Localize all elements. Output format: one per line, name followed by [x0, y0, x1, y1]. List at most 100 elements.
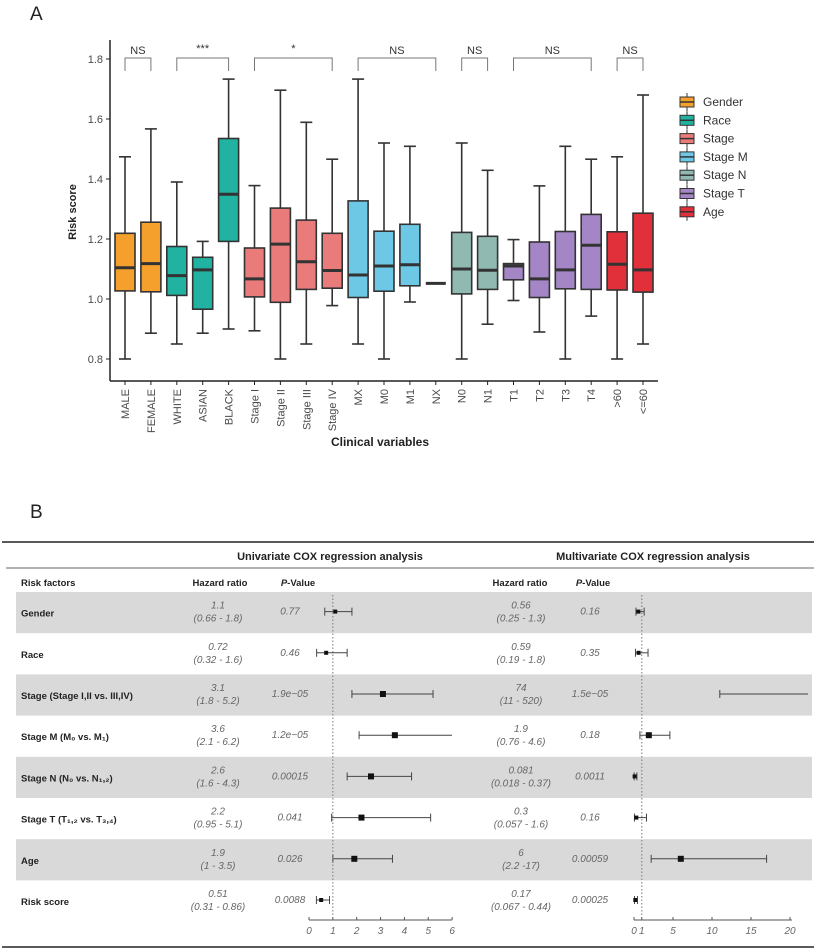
box-MX: MX	[347, 78, 369, 406]
box-FEMALE: FEMALE	[140, 128, 162, 433]
bracket-line	[513, 57, 592, 71]
multivariate-title: Multivariate COX regression analysis	[556, 551, 750, 563]
multi-confidence-interval: (0.76 - 4.6)	[497, 737, 546, 748]
multi-hazard-ratio: 0.081	[508, 765, 533, 776]
table-row: Stage (Stage I,II vs. III,IV) 3.1 (1.8 - 5…	[16, 674, 812, 716]
uni-hazard-ratio: 3.6	[211, 724, 225, 735]
uni-estimate-point	[391, 732, 398, 739]
multi-confidence-interval: (2.2 -17)	[502, 861, 540, 872]
axis-tick-label: 1	[639, 926, 645, 937]
axis-tick-label: 0	[631, 926, 637, 937]
forest-plot-table: Univariate COX regression analysis Multiv…	[2, 541, 814, 948]
multi-confidence-interval: (0.018 - 0.37)	[491, 778, 551, 789]
risk-factor-label: Stage N (N₀ vs. N₁,₂)	[21, 773, 113, 784]
header-risk-factors: Risk factors	[21, 578, 75, 589]
bracket-line	[124, 57, 152, 71]
x-tick-label: ASIAN	[198, 389, 210, 422]
axis-tick-label: 2	[353, 926, 360, 937]
panel-a-label: A	[30, 4, 43, 25]
box-NX: NX	[425, 281, 446, 404]
uni-estimate-point	[319, 898, 324, 902]
significance-bracket: *	[254, 43, 333, 71]
axis-tick-label: 0	[306, 926, 312, 937]
box-iqr	[114, 232, 136, 292]
uni-hazard-ratio: 1.1	[211, 601, 225, 612]
axis-tick-label: 4	[402, 926, 408, 937]
box-N0: N0	[450, 142, 473, 403]
legend-label: Gender	[703, 95, 743, 109]
box-T4: T4	[580, 158, 603, 402]
box-iqr	[295, 219, 318, 291]
table-row: Stage M (M₀ vs. M₁) 3.6 (2.1 - 6.2) 1.2e−05…	[21, 724, 671, 748]
significance-label: ***	[196, 43, 210, 55]
uni-estimate-point	[368, 773, 375, 780]
box-iqr	[580, 213, 603, 291]
multi-estimate-point	[645, 732, 652, 739]
risk-factor-label: Stage M (M₀ vs. M₁)	[21, 732, 109, 743]
multi-confidence-interval: (0.067 - 0.44)	[491, 902, 551, 913]
multi-estimate-point	[677, 855, 684, 862]
multi-hazard-ratio: 0.3	[514, 807, 528, 818]
legend-item: Stage N	[679, 166, 746, 185]
risk-factor-label: Age	[21, 856, 39, 867]
legend-item: Stage M	[679, 147, 748, 166]
p-rest: -Value	[287, 578, 315, 589]
y-tick-label: 1.0	[88, 294, 103, 306]
multi-hazard-ratio: 0.17	[511, 889, 531, 900]
box-iqr	[217, 137, 240, 243]
header-p-value: P-Value	[281, 578, 315, 589]
risk-factor-label: Race	[21, 650, 44, 661]
y-tick-label: 1.8	[88, 54, 103, 66]
x-tick-label: NX	[431, 388, 443, 404]
box-iqr	[632, 212, 654, 293]
table-row: Stage N (N₀ vs. N₁,₂) 2.6 (1.6 - 4.3) 0.000…	[16, 756, 812, 798]
significance-bracket: NS	[513, 45, 592, 71]
multi-confidence-interval: (0.25 - 1.3)	[497, 614, 546, 625]
box-M1: M1	[399, 145, 421, 404]
significance-label: NS	[130, 45, 145, 57]
legend-label: Stage N	[703, 168, 746, 182]
x-tick-label: <=60	[638, 389, 650, 414]
multi-p-value: 0.16	[580, 813, 600, 824]
bracket-line	[254, 57, 333, 71]
box-iqr	[399, 223, 421, 287]
legend-item: Race	[679, 111, 731, 130]
uni-estimate-point	[324, 650, 329, 655]
box-Stage II: Stage II	[269, 89, 292, 427]
box-iqr	[502, 262, 525, 281]
uni-estimate-point	[358, 814, 365, 821]
y-tick-label: 1.2	[88, 234, 103, 246]
p-rest: -Value	[582, 578, 610, 589]
uni-confidence-interval: (1.8 - 5.2)	[196, 696, 239, 707]
table-row: Gender 1.1 (0.66 - 1.8) 0.77 0.56 (0.25 - 1.3…	[16, 592, 812, 634]
uni-hazard-ratio: 2.2	[210, 807, 225, 818]
uni-estimate-point	[351, 855, 358, 862]
box-iqr	[606, 231, 628, 291]
axis-tick-label: 20	[783, 926, 796, 937]
x-tick-label: Stage III	[301, 389, 313, 430]
uni-axis: 0 1 2 3 4 5 6	[306, 595, 455, 937]
significance-bracket: NS	[124, 45, 152, 71]
significance-label: NS	[622, 45, 637, 57]
y-tick-label: 0.8	[88, 354, 103, 366]
risk-factor-label: Stage (Stage I,II vs. III,IV)	[21, 691, 133, 702]
box-Stage IV: Stage IV	[321, 158, 344, 431]
x-tick-label: FEMALE	[146, 389, 158, 433]
uni-estimate-point	[379, 691, 386, 697]
uni-p-value: 1.9e−05	[272, 689, 309, 700]
uni-p-value: 0.77	[280, 607, 300, 618]
multi-p-value: 0.35	[580, 648, 600, 659]
uni-p-value: 0.041	[277, 813, 302, 824]
multi-axis: 0 1 5 10 15 20	[631, 595, 796, 937]
legend-label: Stage T	[703, 187, 745, 201]
box-iqr	[191, 256, 214, 310]
axis-tick-label: 5	[670, 926, 676, 937]
multi-hazard-ratio: 0.59	[511, 642, 531, 653]
axis-tick-label: 1	[330, 926, 336, 937]
box-iqr	[476, 235, 499, 291]
bracket-line	[176, 57, 230, 71]
row-band	[16, 674, 812, 716]
uni-hazard-ratio: 3.1	[211, 683, 225, 694]
uni-p-value: 0.0088	[275, 895, 306, 906]
axis-tick-label: 6	[449, 926, 455, 937]
